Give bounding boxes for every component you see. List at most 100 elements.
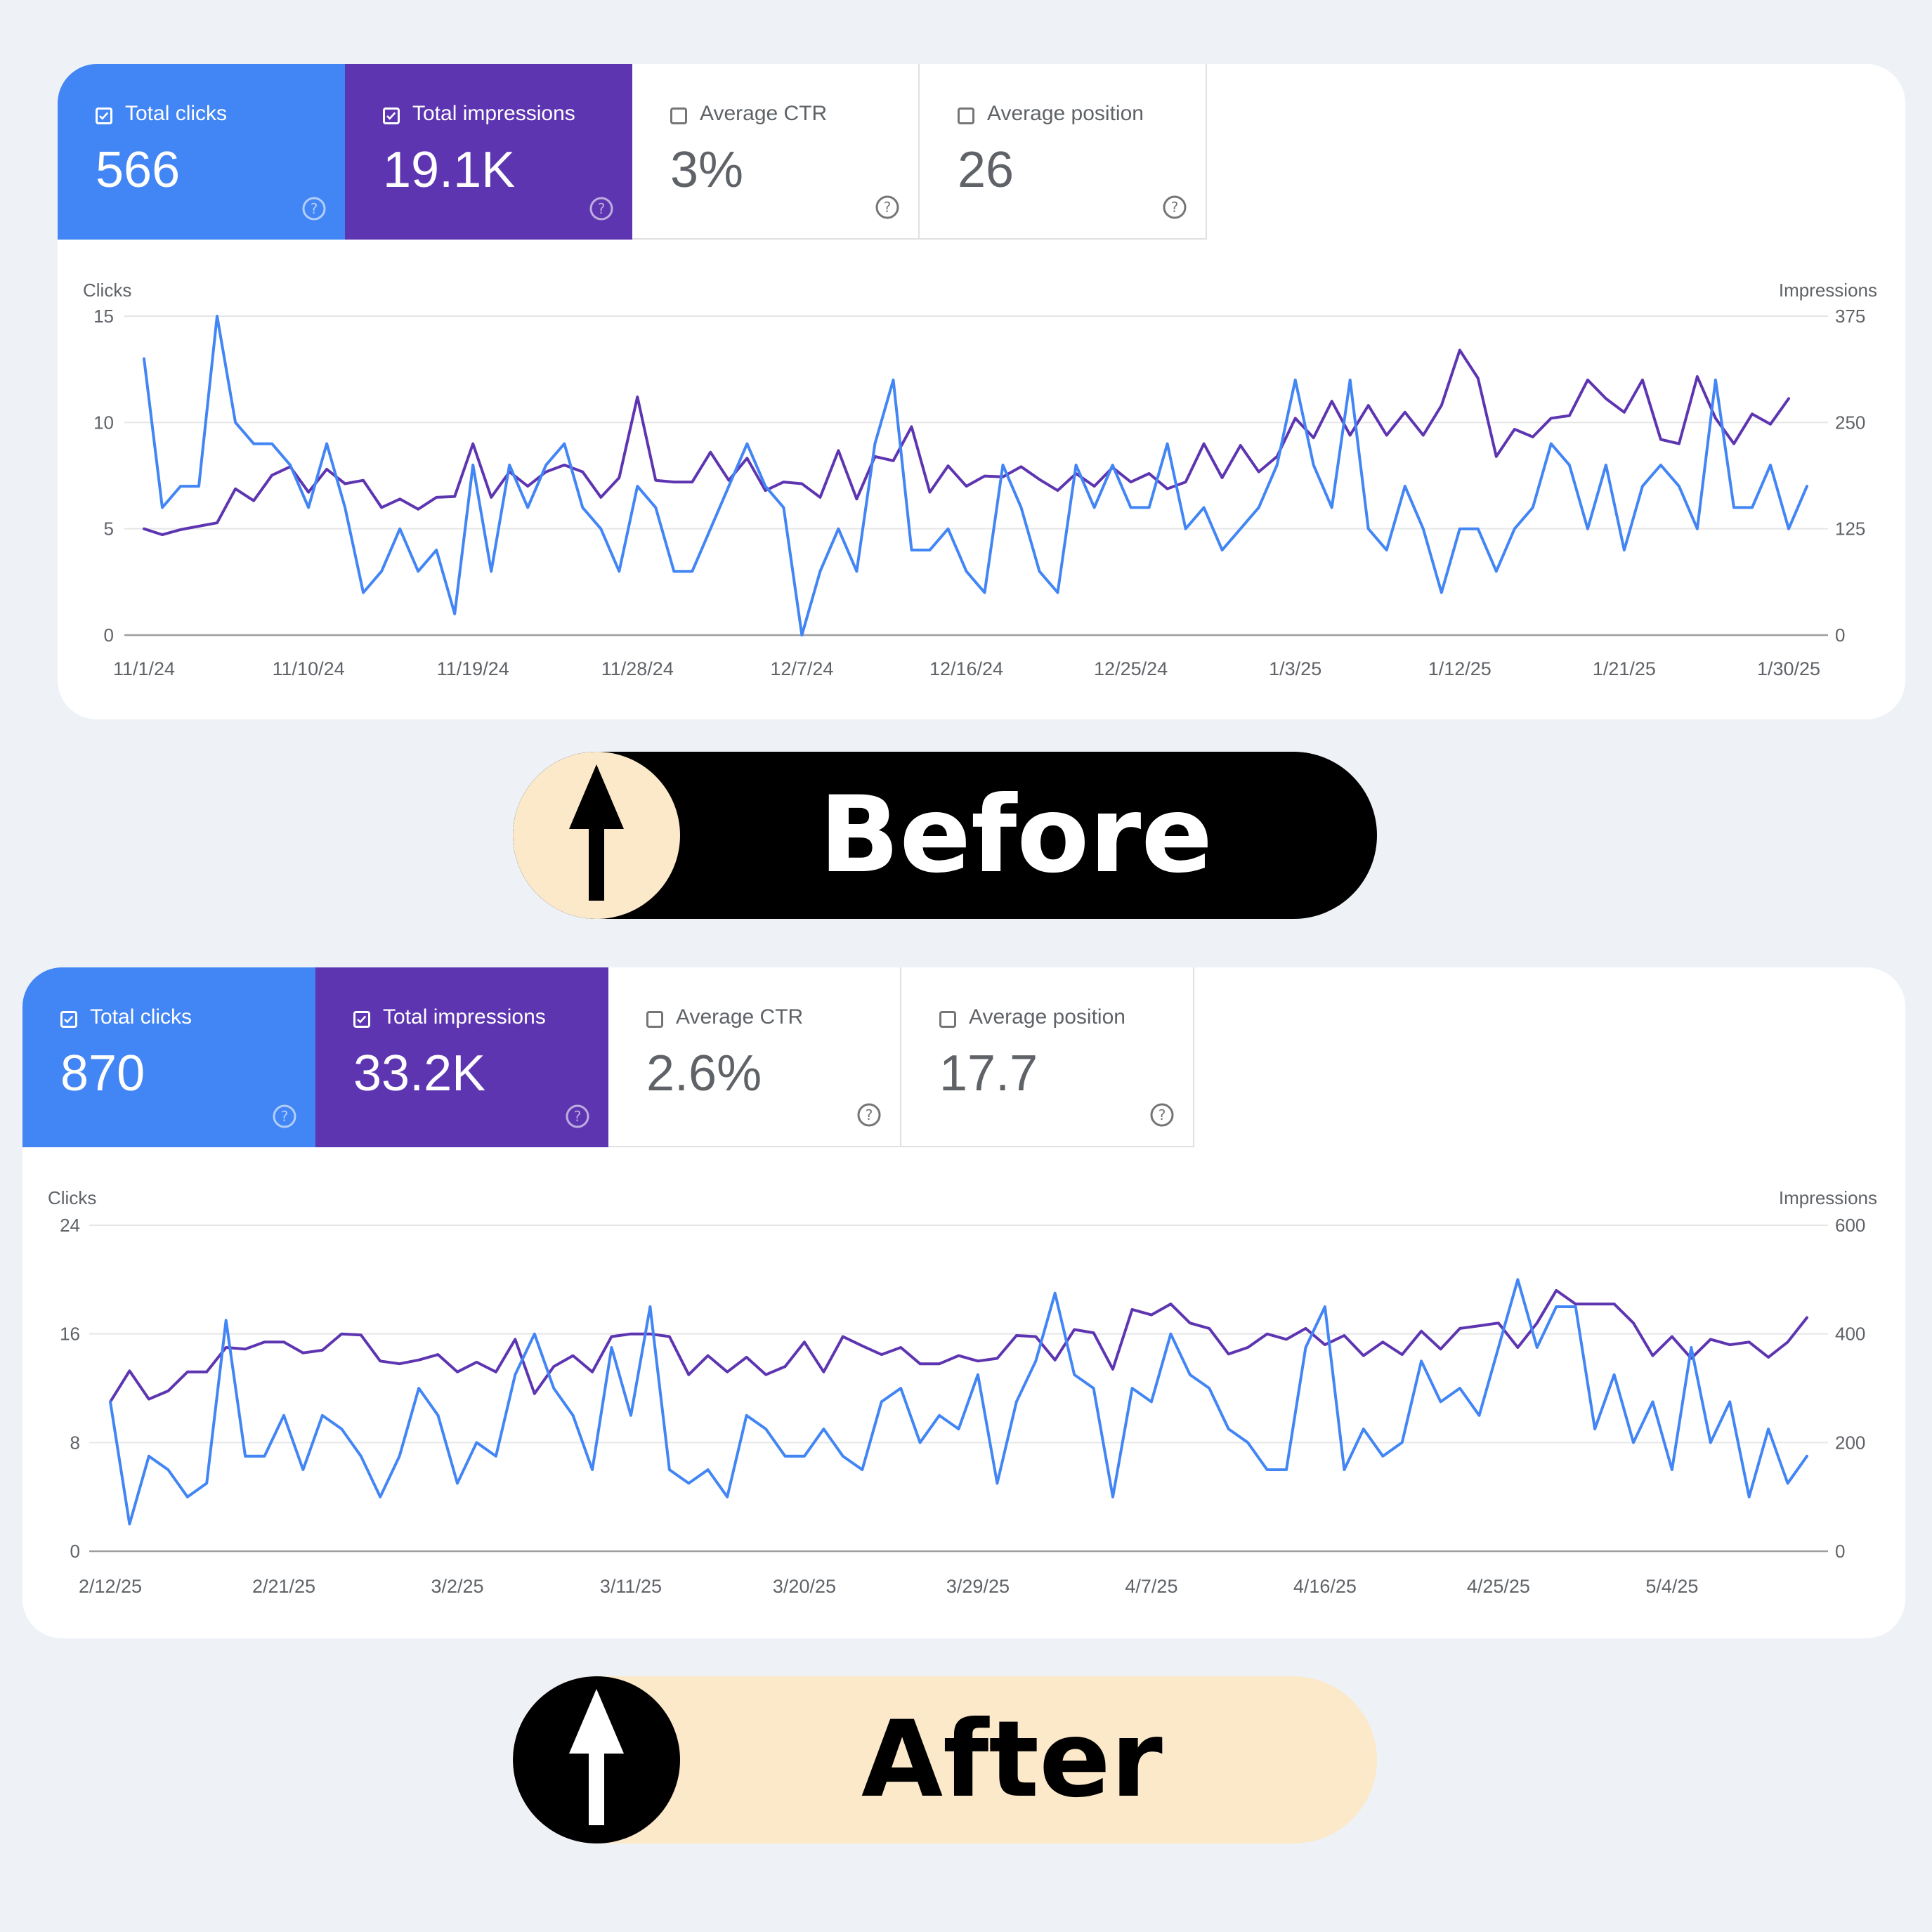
checkbox-unchecked-icon[interactable] bbox=[939, 1011, 956, 1028]
right-axis-title: Impressions bbox=[1779, 280, 1877, 301]
help-icon[interactable]: ? bbox=[875, 195, 900, 220]
card-label: Total clicks bbox=[125, 102, 228, 125]
help-icon[interactable]: ? bbox=[1149, 1102, 1175, 1128]
x-tick-label: 4/16/25 bbox=[1293, 1576, 1357, 1597]
checkbox-checked-icon[interactable] bbox=[353, 1011, 370, 1028]
card-label: Average CTR bbox=[676, 1005, 804, 1029]
average-position-card[interactable]: Average position 26 ? bbox=[920, 64, 1207, 240]
performance-panel-after: Total clicks 870 ? Total impressions 33.… bbox=[22, 967, 1905, 1638]
x-tick-label: 3/2/25 bbox=[431, 1576, 483, 1597]
before-badge: Before bbox=[513, 752, 1377, 919]
right-tick-label: 375 bbox=[1835, 306, 1865, 327]
card-value: 19.1K bbox=[383, 142, 516, 198]
metric-cards: Total clicks 870 ? Total impressions 33.… bbox=[22, 967, 1194, 1147]
total-impressions-card[interactable]: Total impressions 33.2K ? bbox=[315, 967, 608, 1147]
performance-panel-before: Total clicks 566 ? Total impressions 19.… bbox=[58, 64, 1905, 719]
card-label: Average CTR bbox=[700, 102, 828, 125]
x-tick-label: 3/11/25 bbox=[600, 1576, 662, 1597]
checkbox-unchecked-icon[interactable] bbox=[958, 107, 974, 124]
x-tick-label: 4/7/25 bbox=[1125, 1576, 1177, 1597]
line-chart-after: Clicks Impressions 0 0 8 200 16 400 24 600 2/12/25… bbox=[48, 1187, 1877, 1597]
right-tick-label: 125 bbox=[1835, 518, 1865, 540]
card-label: Total clicks bbox=[90, 1005, 192, 1029]
svg-text:?: ? bbox=[311, 200, 318, 217]
card-value: 3% bbox=[670, 142, 744, 198]
card-label: Total impressions bbox=[412, 102, 575, 125]
help-icon[interactable]: ? bbox=[301, 196, 327, 221]
line-chart-before: Clicks Impressions 0 0 5 125 10 250 15 375 11/1/24… bbox=[83, 280, 1877, 679]
right-tick-label: 400 bbox=[1835, 1324, 1865, 1345]
total-impressions-card[interactable]: Total impressions 19.1K ? bbox=[345, 64, 632, 240]
x-tick-label: 2/21/25 bbox=[252, 1576, 315, 1597]
before-label: Before bbox=[819, 774, 1213, 896]
arrow-up-icon bbox=[569, 1689, 624, 1825]
svg-text:?: ? bbox=[598, 200, 606, 217]
x-tick-label: 12/7/24 bbox=[770, 658, 833, 679]
metric-cards: Total clicks 566 ? Total impressions 19.… bbox=[58, 64, 1207, 240]
clicks-series-line bbox=[109, 1278, 1808, 1526]
clicks-series-line bbox=[143, 315, 1808, 637]
svg-text:?: ? bbox=[281, 1108, 289, 1125]
card-label: Average position bbox=[969, 1005, 1125, 1029]
right-tick-label: 600 bbox=[1835, 1215, 1865, 1236]
left-axis-title: Clicks bbox=[48, 1187, 96, 1208]
card-value: 26 bbox=[958, 142, 1014, 198]
after-label: After bbox=[861, 1699, 1163, 1821]
x-tick-label: 12/25/24 bbox=[1094, 658, 1168, 679]
x-tick-label: 4/25/25 bbox=[1467, 1576, 1530, 1597]
left-tick-label: 0 bbox=[70, 1541, 80, 1562]
left-tick-label: 16 bbox=[60, 1324, 80, 1345]
svg-text:?: ? bbox=[1158, 1107, 1166, 1123]
right-tick-label: 0 bbox=[1835, 625, 1845, 646]
card-label: Average position bbox=[987, 102, 1144, 125]
checkbox-unchecked-icon[interactable] bbox=[646, 1011, 663, 1028]
x-tick-label: 11/10/24 bbox=[273, 658, 345, 679]
help-icon[interactable]: ? bbox=[565, 1104, 590, 1129]
x-tick-label: 2/12/25 bbox=[79, 1576, 142, 1597]
arrow-circle bbox=[513, 752, 680, 919]
after-badge: After bbox=[513, 1676, 1377, 1843]
arrow-up-icon bbox=[569, 764, 624, 901]
right-tick-label: 250 bbox=[1835, 412, 1865, 433]
card-value: 2.6% bbox=[646, 1045, 762, 1102]
svg-text:?: ? bbox=[574, 1108, 582, 1125]
x-tick-label: 1/21/25 bbox=[1593, 658, 1656, 679]
checkbox-checked-icon[interactable] bbox=[383, 107, 400, 124]
card-value: 33.2K bbox=[353, 1045, 486, 1102]
help-icon[interactable]: ? bbox=[1162, 195, 1187, 220]
x-tick-label: 3/29/25 bbox=[946, 1576, 1010, 1597]
total-clicks-card[interactable]: Total clicks 566 ? bbox=[58, 64, 345, 240]
right-tick-label: 200 bbox=[1835, 1432, 1865, 1453]
left-tick-label: 0 bbox=[104, 625, 114, 646]
x-tick-label: 11/28/24 bbox=[601, 658, 674, 679]
svg-text:?: ? bbox=[866, 1107, 873, 1123]
impressions-series-line bbox=[109, 1288, 1808, 1404]
left-axis-title: Clicks bbox=[83, 280, 131, 301]
right-tick-label: 0 bbox=[1835, 1541, 1845, 1562]
x-tick-label: 1/3/25 bbox=[1269, 658, 1321, 679]
average-ctr-card[interactable]: Average CTR 3% ? bbox=[632, 64, 920, 240]
x-tick-label: 1/12/25 bbox=[1428, 658, 1492, 679]
impressions-series-line bbox=[143, 348, 1790, 537]
left-tick-label: 8 bbox=[70, 1432, 80, 1453]
x-tick-label: 12/16/24 bbox=[929, 658, 1003, 679]
help-icon[interactable]: ? bbox=[589, 196, 614, 221]
x-tick-label: 11/1/24 bbox=[113, 658, 175, 679]
help-icon[interactable]: ? bbox=[856, 1102, 882, 1128]
left-tick-label: 15 bbox=[93, 306, 114, 327]
average-ctr-card[interactable]: Average CTR 2.6% ? bbox=[608, 967, 901, 1147]
checkbox-checked-icon[interactable] bbox=[60, 1011, 77, 1028]
right-axis-title: Impressions bbox=[1779, 1187, 1877, 1208]
checkbox-checked-icon[interactable] bbox=[96, 107, 112, 124]
checkbox-unchecked-icon[interactable] bbox=[670, 107, 687, 124]
card-value: 870 bbox=[60, 1045, 145, 1102]
help-icon[interactable]: ? bbox=[272, 1104, 297, 1129]
arrow-circle bbox=[513, 1676, 680, 1843]
average-position-card[interactable]: Average position 17.7 ? bbox=[901, 967, 1194, 1147]
total-clicks-card[interactable]: Total clicks 870 ? bbox=[22, 967, 315, 1147]
left-tick-label: 10 bbox=[93, 412, 114, 433]
left-tick-label: 24 bbox=[60, 1215, 80, 1236]
card-value: 566 bbox=[96, 142, 181, 198]
x-tick-label: 3/20/25 bbox=[773, 1576, 836, 1597]
left-tick-label: 5 bbox=[104, 518, 114, 540]
